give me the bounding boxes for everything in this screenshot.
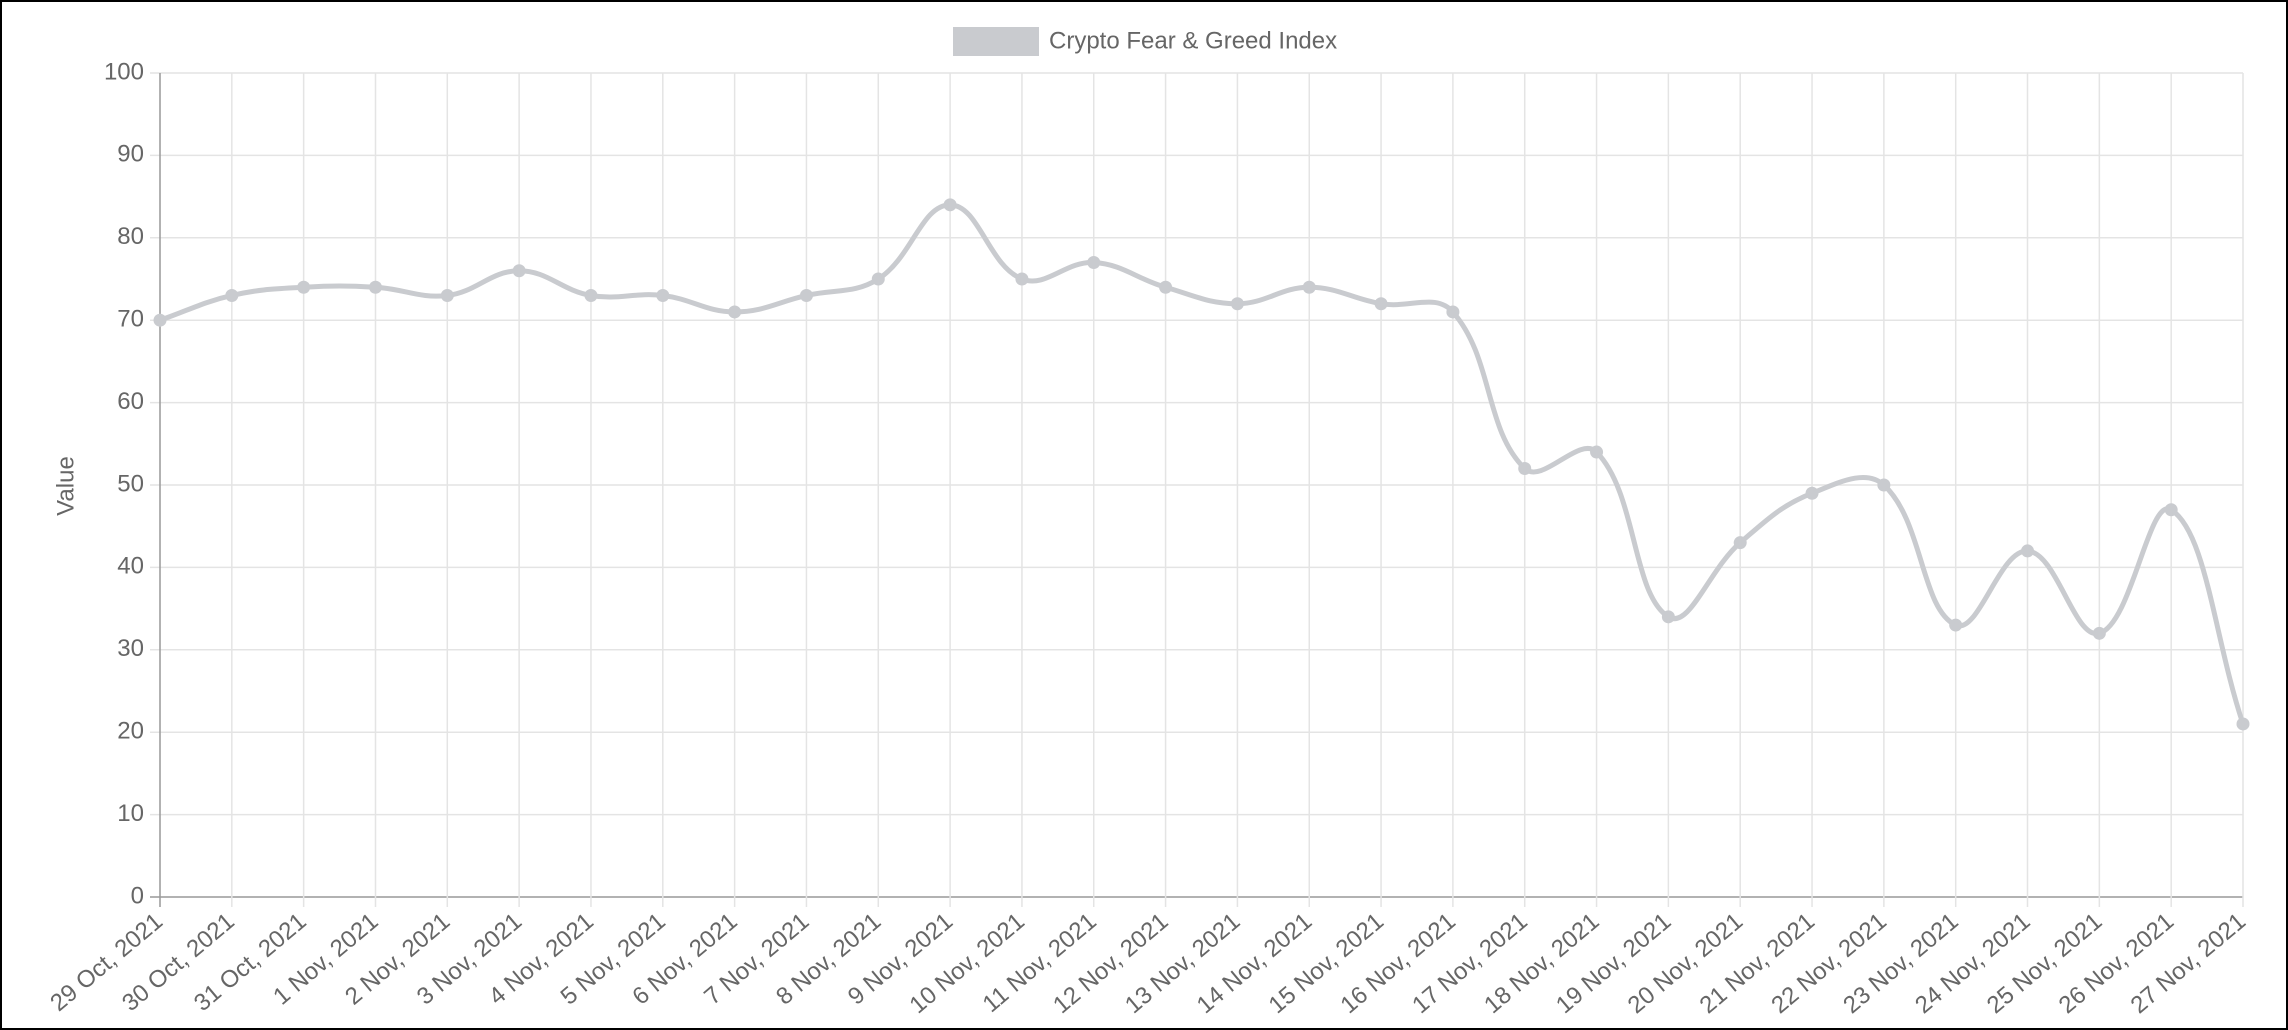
y-tick-label: 10 [117, 800, 144, 827]
point [943, 198, 957, 212]
point [1302, 280, 1316, 294]
y-tick-label: 90 [117, 141, 144, 168]
point [440, 288, 454, 302]
point [799, 288, 813, 302]
point [1374, 297, 1388, 311]
point [871, 272, 885, 286]
point [1733, 536, 1747, 550]
legend-label: Crypto Fear & Greed Index [1049, 27, 1337, 54]
point [225, 288, 239, 302]
y-tick-label: 100 [104, 58, 144, 85]
point [368, 280, 382, 294]
y-tick-label: 40 [117, 553, 144, 580]
point [153, 313, 167, 327]
y-tick-label: 80 [117, 223, 144, 250]
y-tick-label: 70 [117, 306, 144, 333]
point [2021, 544, 2035, 558]
point [584, 288, 598, 302]
y-tick-label: 50 [117, 470, 144, 497]
y-tick-label: 60 [117, 388, 144, 415]
legend-swatch [953, 27, 1039, 56]
point [2164, 503, 2178, 517]
point [2092, 626, 2106, 640]
point [1087, 256, 1101, 270]
y-tick-label: 0 [131, 882, 144, 909]
y-tick-label: 20 [117, 718, 144, 745]
point [1590, 445, 1604, 459]
point [1661, 610, 1675, 624]
point [1877, 478, 1891, 492]
point [728, 305, 742, 319]
point [1159, 280, 1173, 294]
point [1949, 618, 1963, 632]
y-axis-title: Value [52, 456, 79, 516]
point [297, 280, 311, 294]
point [656, 288, 670, 302]
point [2236, 717, 2250, 731]
point [1230, 297, 1244, 311]
point [512, 264, 526, 278]
point [1805, 486, 1819, 500]
point [1446, 305, 1460, 319]
y-tick-label: 30 [117, 635, 144, 662]
point [1518, 462, 1532, 476]
point [1015, 272, 1029, 286]
